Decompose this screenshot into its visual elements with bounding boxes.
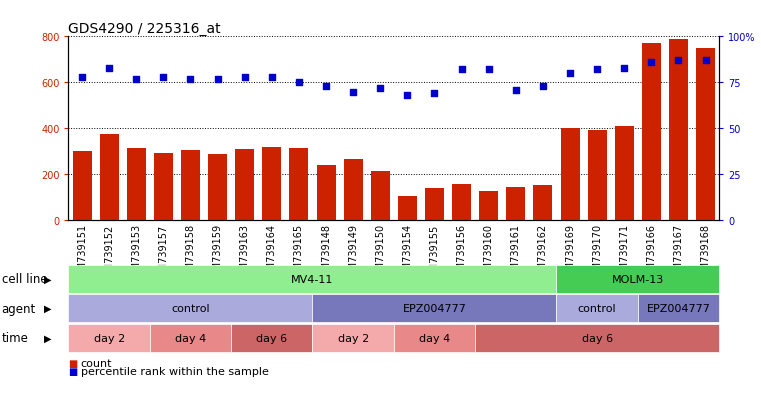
Point: [564, 71, 576, 77]
Text: ▶: ▶: [44, 304, 52, 313]
Point: [239, 74, 251, 81]
Point: [320, 83, 332, 90]
Text: control: control: [578, 304, 616, 313]
Bar: [263, 147, 282, 221]
Text: EPZ004777: EPZ004777: [647, 304, 711, 313]
Point: [673, 58, 685, 64]
Point: [591, 67, 603, 74]
Bar: [561, 129, 580, 221]
Text: GDS4290 / 225316_at: GDS4290 / 225316_at: [68, 22, 221, 36]
Text: day 4: day 4: [419, 333, 450, 343]
Text: control: control: [171, 304, 210, 313]
Text: MOLM-13: MOLM-13: [612, 274, 664, 284]
Point: [428, 91, 441, 97]
Point: [130, 76, 142, 83]
Text: day 2: day 2: [338, 333, 369, 343]
Text: ▶: ▶: [44, 333, 52, 343]
Text: MV4-11: MV4-11: [291, 274, 333, 284]
Bar: [696, 49, 715, 221]
Bar: [371, 171, 390, 221]
Bar: [506, 188, 525, 221]
Text: ■: ■: [68, 366, 78, 376]
Point: [537, 83, 549, 90]
Text: cell line: cell line: [2, 273, 47, 286]
Bar: [317, 166, 336, 221]
Point: [618, 65, 630, 72]
Point: [212, 76, 224, 83]
Bar: [235, 150, 254, 221]
Bar: [289, 149, 308, 221]
Bar: [127, 149, 146, 221]
Text: agent: agent: [2, 302, 36, 315]
Point: [401, 93, 413, 99]
Text: ▶: ▶: [44, 274, 52, 284]
Point: [184, 76, 196, 83]
Bar: [587, 130, 607, 221]
Text: day 2: day 2: [94, 333, 125, 343]
Bar: [642, 44, 661, 221]
Text: day 6: day 6: [581, 333, 613, 343]
Point: [482, 67, 495, 74]
Bar: [452, 184, 471, 221]
Bar: [398, 197, 417, 221]
Point: [158, 74, 170, 81]
Text: day 6: day 6: [256, 333, 288, 343]
Text: percentile rank within the sample: percentile rank within the sample: [81, 366, 269, 376]
Bar: [72, 152, 91, 221]
Point: [76, 74, 88, 81]
Bar: [615, 127, 634, 221]
Bar: [669, 40, 688, 221]
Bar: [344, 160, 363, 221]
Point: [266, 74, 278, 81]
Point: [456, 67, 468, 74]
Text: time: time: [2, 331, 28, 344]
Bar: [181, 151, 200, 221]
Point: [374, 85, 387, 92]
Point: [645, 59, 658, 66]
Text: count: count: [81, 358, 112, 368]
Point: [293, 80, 305, 86]
Bar: [479, 191, 498, 221]
Point: [103, 65, 115, 72]
Bar: [533, 185, 552, 221]
Bar: [100, 135, 119, 221]
Point: [699, 58, 712, 64]
Text: EPZ004777: EPZ004777: [403, 304, 466, 313]
Bar: [208, 154, 227, 221]
Bar: [154, 153, 173, 221]
Point: [347, 89, 359, 96]
Text: day 4: day 4: [175, 333, 206, 343]
Point: [510, 87, 522, 94]
Bar: [425, 189, 444, 221]
Text: ■: ■: [68, 358, 78, 368]
